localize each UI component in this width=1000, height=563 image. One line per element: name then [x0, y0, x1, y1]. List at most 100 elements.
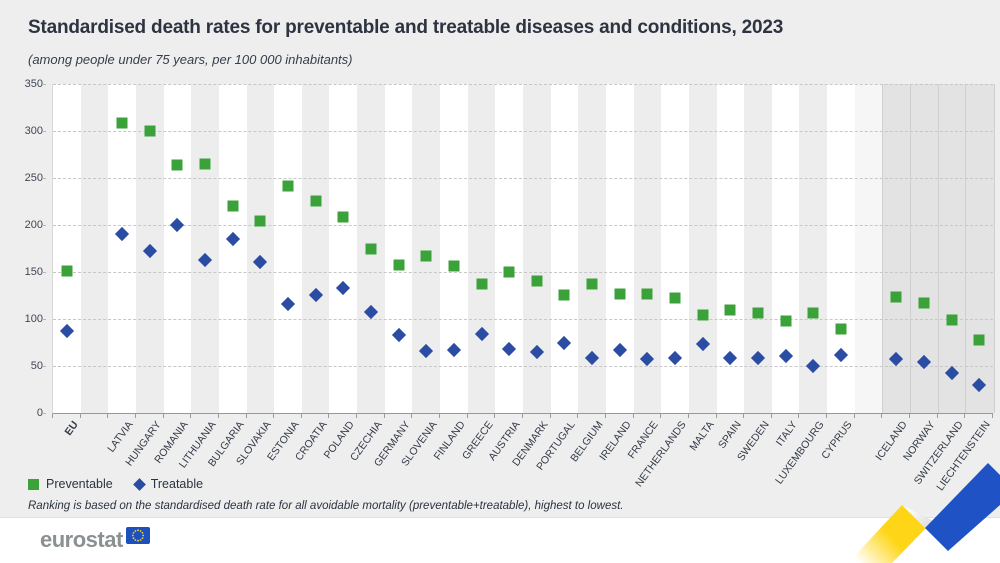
y-tick-mark [42, 225, 46, 226]
x-tick-mark [245, 414, 247, 418]
column-band-denmark [523, 84, 551, 413]
x-tick-mark [79, 414, 81, 418]
x-tick-mark [715, 414, 717, 418]
column-band-lithuania [191, 84, 219, 413]
x-tick-mark [494, 414, 496, 418]
column-band-cyprus [827, 84, 855, 413]
x-tick-mark [853, 414, 855, 418]
gridline-350 [53, 84, 993, 85]
preventable-square-icon [28, 478, 39, 490]
page-title: Standardised death rates for preventable… [28, 17, 784, 38]
x-tick-mark [328, 414, 330, 418]
column-band-portugal [550, 84, 579, 413]
y-tick-label-0: 0 [36, 407, 43, 419]
x-tick-mark [52, 414, 53, 418]
eu-flag-stars [131, 529, 144, 542]
y-tick-mark [42, 178, 46, 179]
eu-flag-star [141, 532, 144, 534]
column-band-eu [53, 84, 81, 413]
eurostat-logo: eurostat [40, 527, 150, 553]
gridline-250 [53, 178, 993, 179]
marker-preventable-finland [448, 260, 460, 272]
column-band-italy [771, 84, 800, 413]
column-band-croatia [301, 84, 330, 413]
x-tick-mark [936, 414, 938, 418]
legend-label-preventable: Preventable [46, 477, 113, 491]
column-band-germany [384, 84, 413, 413]
x-tick-mark [881, 414, 883, 418]
marker-preventable-cyprus [835, 323, 847, 335]
x-label-spain: SPAIN [716, 419, 745, 451]
column-band-latvia [108, 84, 136, 413]
marker-preventable-bulgaria [227, 200, 239, 212]
x-tick-mark [687, 414, 689, 418]
column-band-poland [329, 84, 358, 413]
column-band-estonia [274, 84, 302, 413]
marker-preventable-czechia [365, 243, 377, 254]
x-tick-mark [273, 414, 275, 418]
x-tick-mark [798, 414, 800, 418]
marker-preventable-slovakia [254, 215, 266, 227]
y-tick-mark [42, 84, 46, 85]
y-tick-label-50: 50 [30, 360, 43, 372]
x-tick-mark [632, 414, 634, 418]
gridline-300 [53, 131, 993, 132]
marker-preventable-norway [918, 297, 930, 309]
marker-preventable-austria [503, 266, 515, 278]
x-tick-mark [466, 414, 468, 418]
x-tick-mark [190, 414, 192, 418]
marker-preventable-malta [697, 309, 709, 321]
eurostat-logo-text: eurostat [40, 527, 123, 552]
column-band-finland [440, 84, 468, 413]
gridline-100 [53, 319, 993, 320]
y-tick-label-100: 100 [24, 313, 43, 325]
x-tick-mark [770, 414, 772, 418]
column-band-iceland [882, 84, 912, 413]
eu-flag-star [134, 530, 137, 532]
column-band-slovenia [412, 84, 441, 413]
marker-preventable-netherlands [669, 292, 681, 304]
eu-flag-star [131, 534, 134, 537]
marker-preventable-latvia [116, 117, 128, 129]
y-tick-mark [42, 272, 46, 273]
marker-preventable-liechtenstein [973, 334, 985, 346]
legend-item-treatable: Treatable [132, 477, 204, 491]
decorative-ribbon [848, 463, 1000, 563]
y-tick-label-250: 250 [24, 172, 43, 184]
marker-preventable-sweden [752, 307, 764, 319]
marker-preventable-iceland [890, 291, 902, 303]
x-tick-mark [604, 414, 606, 418]
x-tick-mark [107, 414, 109, 418]
x-tick-mark [356, 414, 358, 418]
x-tick-mark [134, 414, 136, 418]
y-tick-mark [42, 413, 46, 414]
x-tick-mark [162, 414, 164, 418]
marker-preventable-portugal [558, 289, 570, 301]
marker-preventable-germany [393, 259, 405, 271]
x-tick-mark [439, 414, 441, 418]
marker-preventable-croatia [310, 195, 322, 207]
x-tick-mark [522, 414, 523, 418]
marker-preventable-slovenia [420, 250, 432, 262]
eu-flag-star [136, 539, 139, 542]
column-separator [80, 84, 109, 413]
legend-label-treatable: Treatable [150, 477, 204, 491]
x-tick-mark [964, 414, 966, 418]
x-label-malta: MALTA [687, 419, 717, 454]
x-tick-mark [383, 414, 385, 418]
x-tick-mark [300, 414, 302, 418]
gridline-150 [53, 272, 993, 273]
marker-preventable-eu [61, 265, 73, 277]
eu-flag-star [139, 530, 142, 532]
column-band-bulgaria [218, 84, 247, 413]
legend: Preventable Treatable [28, 477, 203, 491]
marker-preventable-ireland [614, 288, 626, 300]
marker-preventable-denmark [531, 275, 543, 287]
eu-flag-star [141, 537, 144, 539]
marker-preventable-lithuania [199, 158, 211, 170]
eu-flag-star [136, 529, 139, 532]
plot-area [52, 84, 995, 418]
marker-preventable-romania [171, 159, 183, 171]
x-tick-mark [826, 414, 828, 418]
